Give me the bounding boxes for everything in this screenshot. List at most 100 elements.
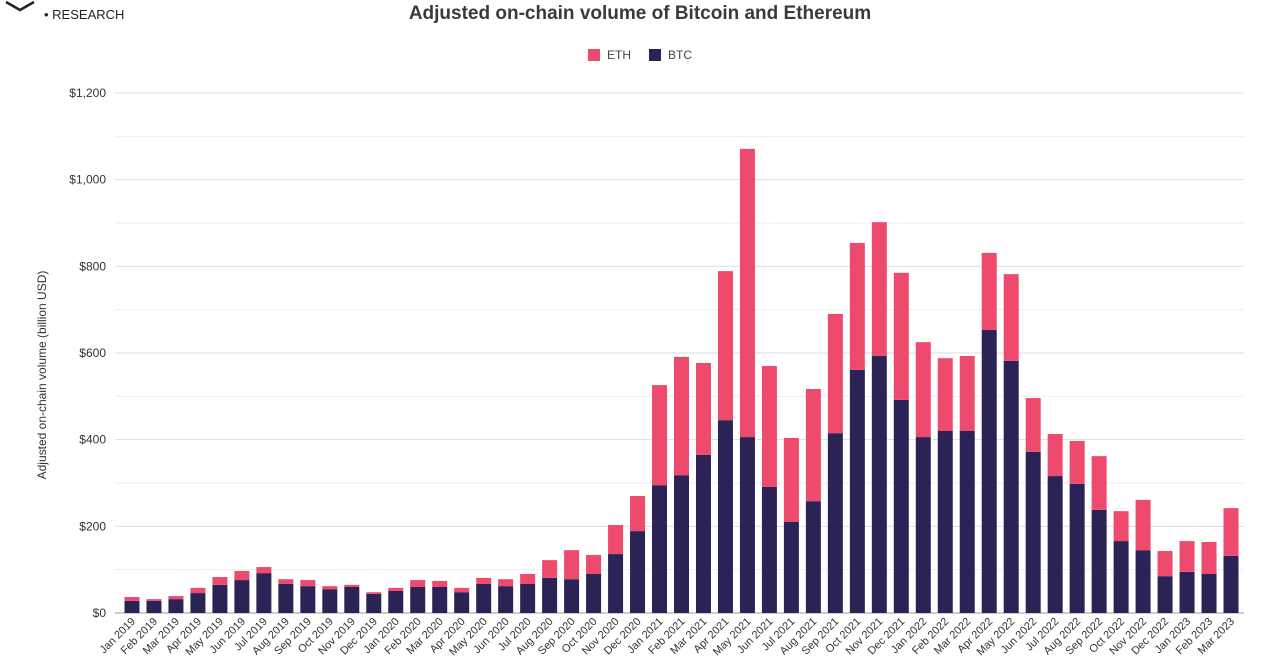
legend-item-eth: ETH (588, 48, 631, 62)
bar-btc (278, 583, 294, 613)
bar-btc (608, 554, 624, 613)
bar-eth (256, 567, 272, 574)
bar-eth (608, 525, 624, 555)
bar-eth (410, 580, 426, 587)
bar-btc (1003, 360, 1019, 613)
bar-btc (783, 522, 799, 613)
bar-eth (1179, 541, 1195, 572)
bar-btc (234, 580, 250, 613)
bar-btc (849, 369, 865, 613)
bar-btc (520, 583, 536, 613)
bar-btc (542, 577, 558, 613)
legend-item-btc: BTC (649, 48, 692, 62)
bar-eth (915, 342, 931, 438)
bar-btc (564, 579, 580, 613)
bar-btc (1157, 576, 1173, 613)
bar-eth (388, 587, 404, 591)
bar-btc (1113, 541, 1129, 613)
bar-btc (915, 437, 931, 613)
bar-eth (959, 356, 975, 431)
legend-label-eth: ETH (607, 48, 631, 62)
bar-btc (739, 437, 755, 613)
bar-eth (124, 596, 140, 601)
y-tick-label: $600 (79, 346, 106, 360)
bar-btc (300, 586, 316, 613)
bar-btc (805, 501, 821, 613)
bar-btc (586, 574, 602, 613)
bar-eth (300, 580, 316, 587)
y-tick-label: $1,200 (69, 86, 106, 100)
bar-btc (454, 592, 470, 613)
bar-btc (124, 600, 140, 613)
bar-eth (146, 599, 162, 601)
bar-btc (1201, 574, 1217, 613)
bar-btc (410, 587, 426, 613)
bar-eth (871, 222, 887, 357)
bar-btc (981, 330, 997, 613)
y-tick-label: $200 (79, 519, 106, 533)
bar-eth (1201, 541, 1217, 574)
bar-btc (1069, 483, 1085, 613)
bar-btc (146, 600, 162, 613)
bar-eth (190, 587, 206, 594)
bar-eth (1069, 440, 1085, 484)
bar-btc (1025, 451, 1041, 613)
bar-btc (256, 573, 272, 613)
bar-eth (1025, 398, 1041, 452)
bar-eth (695, 362, 711, 455)
bar-eth (498, 579, 514, 587)
bar-btc (652, 485, 668, 613)
bar-btc (937, 431, 953, 613)
bar-eth (893, 272, 909, 400)
legend: ETH BTC (0, 48, 1280, 62)
bar-btc (344, 587, 360, 613)
bar-eth (652, 385, 668, 486)
bar-btc (1091, 509, 1107, 613)
bar-btc (674, 475, 689, 613)
bar-btc (1135, 550, 1151, 613)
bar-btc (1047, 476, 1063, 613)
bar-btc (717, 420, 733, 613)
legend-swatch-eth (588, 49, 600, 61)
bar-btc (695, 454, 711, 613)
bar-eth (432, 580, 448, 587)
chart-title: Adjusted on-chain volume of Bitcoin and … (408, 3, 872, 24)
legend-label-btc: BTC (668, 48, 692, 62)
bar-eth (344, 584, 360, 587)
bar-btc (322, 589, 338, 613)
bar-eth (278, 579, 294, 584)
bar-eth (234, 570, 250, 581)
bar-btc (1223, 555, 1239, 613)
y-tick-label: $1,000 (69, 173, 106, 187)
bar-btc (190, 593, 206, 613)
legend-swatch-btc (649, 49, 661, 61)
y-tick-label: $0 (93, 606, 107, 620)
bar-btc (168, 599, 184, 613)
bar-eth (937, 358, 953, 431)
bar-btc (827, 433, 843, 613)
brand-subtitle: • RESEARCH (44, 7, 125, 22)
bar-eth (1135, 499, 1151, 551)
bar-btc (476, 583, 492, 613)
bar-eth (168, 596, 184, 600)
bar-eth (761, 366, 777, 487)
bar-btc (761, 486, 777, 613)
bar-eth (212, 577, 228, 585)
bar-eth (630, 496, 646, 532)
bar-eth (1091, 456, 1107, 510)
bar-eth (827, 314, 843, 434)
bar-eth (783, 437, 799, 522)
bar-eth (520, 574, 536, 584)
bar-eth (366, 592, 382, 594)
bar-btc (630, 531, 646, 613)
bar-eth (1003, 274, 1019, 361)
bar-eth (564, 550, 580, 580)
bar-eth (1113, 511, 1129, 542)
bar-eth (476, 577, 492, 584)
y-tick-label: $800 (79, 259, 106, 273)
bar-eth (739, 148, 755, 438)
bar-eth (717, 271, 733, 421)
bar-btc (959, 431, 975, 613)
bar-eth (454, 587, 470, 593)
